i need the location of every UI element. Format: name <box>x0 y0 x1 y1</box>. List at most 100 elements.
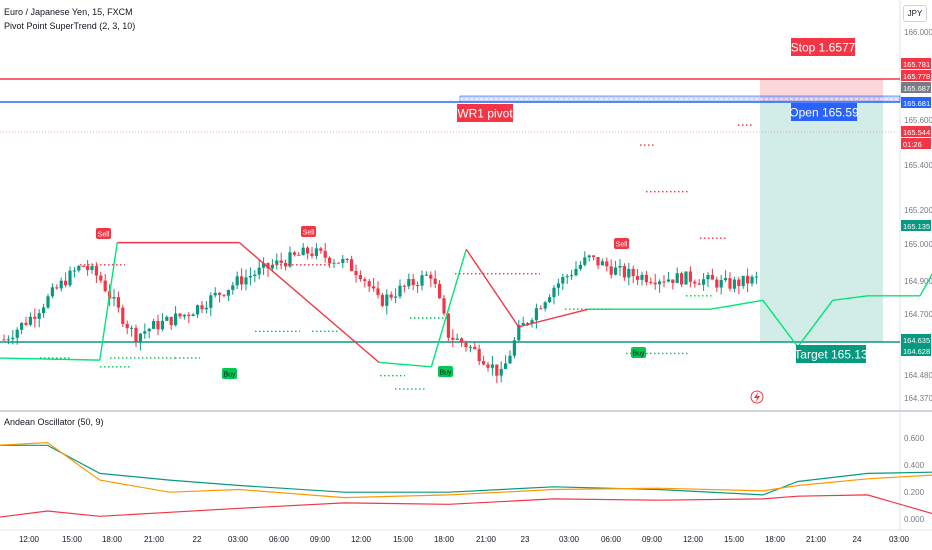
candle-body <box>732 279 736 289</box>
candle-body <box>596 257 600 266</box>
osc-tick-label: 0.000 <box>904 515 925 524</box>
price-tag-text: 164.628 <box>903 347 930 356</box>
candle-body <box>42 307 46 314</box>
candle-body <box>33 316 37 319</box>
sell-signal[interactable]: Sell <box>301 226 316 237</box>
candle-body <box>644 274 648 283</box>
wr1-pivot-label[interactable]: WR1 pivot <box>457 104 513 122</box>
candle-body <box>517 325 521 341</box>
candle-body <box>486 364 490 368</box>
candle-body <box>556 283 560 288</box>
candle-body <box>402 285 406 287</box>
candle-body <box>710 274 714 280</box>
currency-button[interactable]: JPY <box>903 5 927 22</box>
candle-body <box>702 279 706 285</box>
supertrend-segment <box>710 299 764 310</box>
sell-signal[interactable]: Sell <box>96 228 111 239</box>
candle-body <box>433 278 437 284</box>
candle-body <box>116 297 120 308</box>
candle-body <box>50 287 54 297</box>
candle-body <box>750 276 754 284</box>
svg-text:Sell: Sell <box>303 230 315 237</box>
buy-signal[interactable]: Buy <box>222 368 237 379</box>
candle-body <box>715 279 719 288</box>
candle-body <box>94 266 98 276</box>
target-label[interactable]: Target 165.13 <box>794 345 868 363</box>
candle-body <box>561 277 565 284</box>
candle-body <box>688 271 692 282</box>
candle-body <box>310 253 314 256</box>
osc-tick-label: 0.400 <box>904 461 925 470</box>
time-tick-label: 22 <box>193 535 202 544</box>
target-zone[interactable] <box>760 102 883 342</box>
candle-body <box>134 327 138 342</box>
candle-body <box>341 258 345 264</box>
time-tick-label: 12:00 <box>351 535 372 544</box>
candle-body <box>130 327 134 329</box>
time-tick-label: 15:00 <box>724 535 745 544</box>
candle-body <box>336 262 340 264</box>
time-tick-label: 18:00 <box>765 535 786 544</box>
candle-body <box>398 285 402 297</box>
svg-text:Sell: Sell <box>616 242 628 249</box>
time-tick-label: 12:00 <box>19 535 40 544</box>
candle-body <box>28 316 32 325</box>
time-tick-label: 03:00 <box>228 535 249 544</box>
candle-body <box>367 281 371 287</box>
candle-body <box>473 346 477 349</box>
candle-body <box>424 274 428 276</box>
alert-flash-icon[interactable] <box>750 390 764 404</box>
candle-body <box>464 342 468 348</box>
candle-body <box>99 275 103 281</box>
time-tick-label: 24 <box>853 535 862 544</box>
candle-body <box>389 294 393 298</box>
candle-body <box>504 363 508 369</box>
svg-text:Sell: Sell <box>98 232 110 239</box>
price-tick-label: 165.000 <box>904 240 932 249</box>
candle-body <box>64 280 68 286</box>
candle-body <box>72 270 76 272</box>
oscillator-layer <box>0 441 932 518</box>
candle-body <box>468 346 472 348</box>
supertrend-segment <box>378 361 432 368</box>
supertrend-segment <box>518 308 589 328</box>
candle-body <box>46 296 50 308</box>
candle-body <box>297 254 301 256</box>
candle-body <box>587 255 591 258</box>
candle-body <box>121 307 125 324</box>
candle-body <box>543 302 547 309</box>
buy-signal[interactable]: Buy <box>631 347 646 358</box>
candle-body <box>706 274 710 280</box>
svg-text:WR1 pivot: WR1 pivot <box>457 107 513 121</box>
candle-body <box>81 265 85 267</box>
indicator-legend-supertrend[interactable]: Pivot Point SuperTrend (2, 3, 10) <box>4 21 136 31</box>
supertrend-segment <box>832 295 868 301</box>
indicator-legend-andean[interactable]: Andean Oscillator (50, 9) <box>4 417 104 427</box>
price-tag-text: 165.544 <box>903 128 930 137</box>
stop-label[interactable]: Stop 1.6577 <box>791 38 856 56</box>
time-tick-label: 15:00 <box>62 535 83 544</box>
supertrend-segment <box>762 299 799 348</box>
svg-text:Buy: Buy <box>223 372 236 379</box>
price-tick-label: 166.000 <box>904 28 932 37</box>
price-tag: 01:26 <box>901 138 931 149</box>
candle-body <box>182 314 186 317</box>
candle-body <box>570 275 574 277</box>
candle-body <box>658 281 662 285</box>
open-label[interactable]: Open 165.59 <box>789 103 859 121</box>
time-tick-label: 03:00 <box>889 535 910 544</box>
time-tick-label: 12:00 <box>683 535 704 544</box>
candle-body <box>147 328 151 332</box>
candle-body <box>244 277 248 285</box>
candle-body <box>754 276 758 278</box>
symbol-title[interactable]: Euro / Japanese Yen, 15, FXCM <box>4 7 133 17</box>
candle-body <box>460 338 464 343</box>
candle-body <box>328 257 332 264</box>
candle-body <box>68 270 72 286</box>
candle-body <box>719 280 723 288</box>
buy-signal[interactable]: Buy <box>438 366 453 377</box>
sell-signal[interactable]: Sell <box>614 238 629 249</box>
candle-body <box>253 274 257 276</box>
candle-body <box>618 266 622 268</box>
